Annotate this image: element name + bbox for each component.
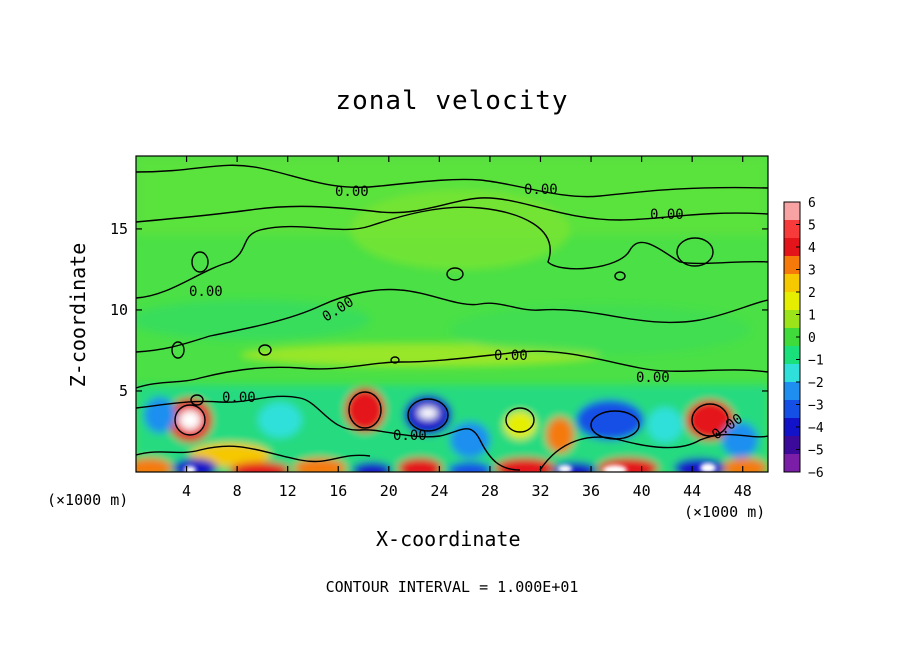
colorbar-tick-label: 3 [808,264,816,279]
x-unit-note: (×1000 m) [684,503,766,521]
colorbar-tick-label: −3 [808,399,824,414]
contour-label: 0.00 [222,390,256,406]
plot-frame [135,155,769,473]
colorbar-swatch [784,328,800,347]
colorbar-swatch [784,364,800,383]
contour-label: 0.00 [650,207,684,223]
y-axis: 5 10 15 [110,220,768,400]
colorbar-tick-label: 5 [808,219,816,234]
colorbar-tick-label: 2 [808,286,816,301]
contour-label: 0.00 [636,370,670,386]
colorbar-swatch [784,202,800,221]
x-tick-label: 16 [329,482,347,500]
contour-label: 0.00 [335,184,369,200]
contour-label: 0.00 [189,284,223,300]
colorbar-tick-label: −2 [808,376,824,391]
colorbar-swatch [784,418,800,437]
colorbar-swatch [784,454,800,473]
x-tick-label: 20 [380,482,398,500]
y-tick-label: 10 [110,301,128,319]
colorbar-swatch [784,220,800,239]
chart-title: zonal velocity [335,86,569,116]
contour-interval-note: CONTOUR INTERVAL = 1.000E+01 [325,578,579,596]
x-tick-label: 4 [182,482,191,500]
colorbar-swatch [784,238,800,257]
colorbar-tick-label: 0 [808,331,816,346]
colorbar-tick-label: 4 [808,241,816,256]
x-tick-label: 24 [430,482,448,500]
colorbar-tick-label: −6 [808,466,824,481]
colorbar-tick-label: −5 [808,444,824,459]
x-tick-label: 8 [233,482,242,500]
x-tick-label: 28 [481,482,499,500]
x-tick-label: 48 [734,482,752,500]
colorbar-swatch [784,292,800,311]
colorbar-swatch [784,400,800,419]
colorbar-swatch [784,310,800,329]
heatmap-field: 0.00 0.00 0.00 0.00 0.00 0.00 0.00 0.00 … [136,156,768,472]
y-tick-label: 15 [110,220,128,238]
colorbar-swatch [784,274,800,293]
y-tick-label: 5 [119,382,128,400]
y-unit-note: (×1000 m) [47,491,129,509]
x-axis: 4 8 12 16 20 24 28 32 36 40 44 48 [182,156,752,500]
contour-lines [136,164,768,471]
colorbar-tick-label: −1 [808,354,824,369]
colorbar-tick-label: −4 [808,421,824,436]
colorbar-tick-label: 6 [808,196,816,211]
colorbar-swatch [784,436,800,455]
colorbar-swatch [784,382,800,401]
x-tick-label: 32 [531,482,549,500]
x-tick-label: 44 [683,482,701,500]
colorbar-tick-label: 1 [808,309,816,324]
x-tick-label: 12 [279,482,297,500]
colorbar-swatch [784,256,800,275]
contour-label: 0.00 [393,428,427,444]
contour-label: 0.00 [494,348,528,364]
x-tick-label: 36 [582,482,600,500]
x-tick-label: 40 [633,482,651,500]
colorbar-swatch [784,346,800,365]
contour-label: 0.00 [524,182,558,198]
x-axis-label: X-coordinate [376,527,521,551]
colorbar: 6 5 4 3 2 1 0 −1 −2 −3 −4 −5 −6 [783,196,824,481]
